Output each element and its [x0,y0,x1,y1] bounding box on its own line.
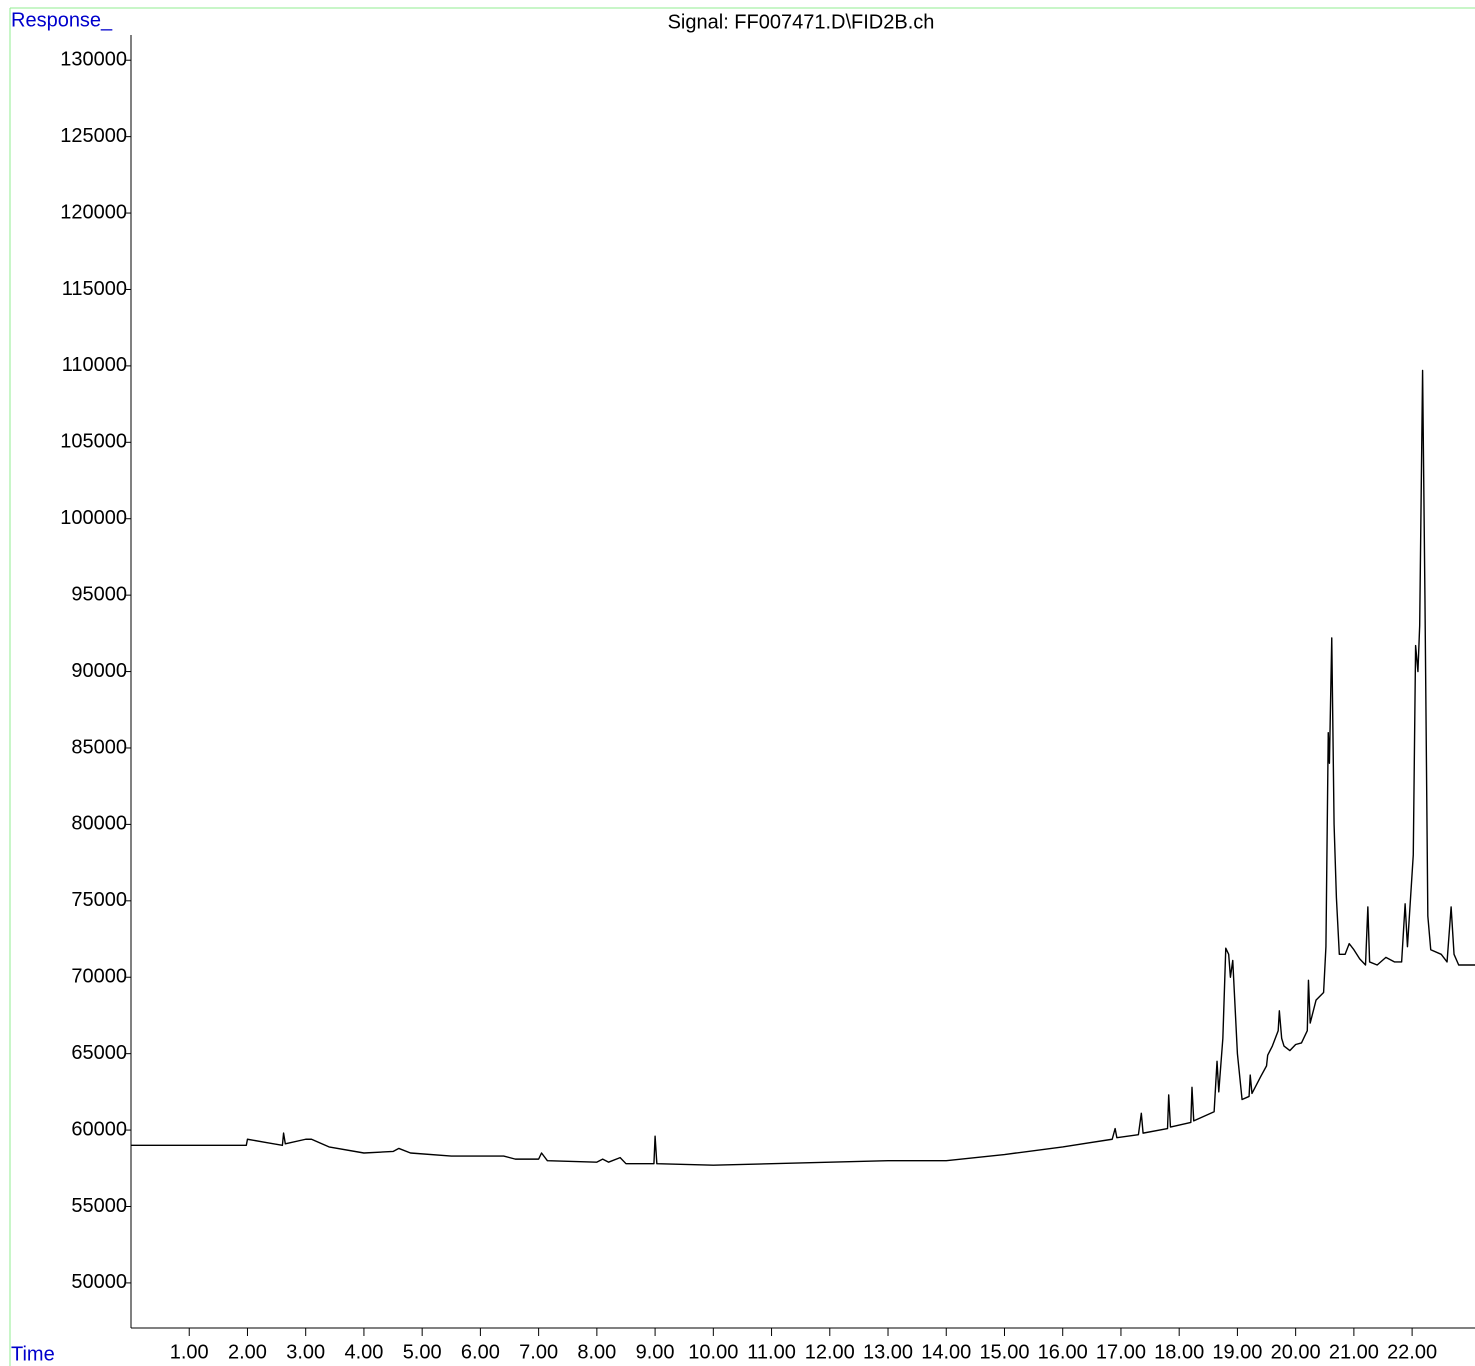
x-tick-label: 13.00 [863,1341,913,1363]
x-tick-label: 19.00 [1212,1341,1262,1363]
x-tick-label: 8.00 [577,1341,616,1363]
x-tick-label: 20.00 [1271,1341,1321,1363]
y-tick-label: 85000 [71,736,127,758]
x-tick-label: 16.00 [1038,1341,1088,1363]
y-tick-label: 100000 [60,507,127,529]
signal-line [131,369,1475,1166]
y-tick-label: 130000 [60,48,127,70]
y-tick-label: 55000 [71,1195,127,1217]
x-tick-label: 6.00 [461,1341,500,1363]
x-tick-label: 1.00 [170,1341,209,1363]
y-axis-label: Response_ [11,9,113,31]
x-tick-label: 21.00 [1329,1341,1379,1363]
chart-title: Signal: FF007471.D\FID2B.ch [668,11,935,33]
y-tick-label: 80000 [71,813,127,835]
y-tick-label: 70000 [71,966,127,988]
y-tick-label: 110000 [62,354,127,376]
x-tick-label: 4.00 [344,1341,383,1363]
x-tick-label: 10.00 [688,1341,738,1363]
x-tick-label: 2.00 [228,1341,267,1363]
y-tick-label: 120000 [60,201,127,223]
x-tick-label: 7.00 [519,1341,558,1363]
y-tick-label: 60000 [71,1118,127,1140]
x-axis-label: Time [11,1343,55,1365]
x-tick-label: 11.00 [747,1341,796,1363]
x-tick-label: 5.00 [403,1341,442,1363]
x-tick-label: 3.00 [286,1341,325,1363]
y-tick-label: 105000 [60,431,127,453]
x-tick-label: 14.00 [921,1341,971,1363]
x-tick-label: 18.00 [1154,1341,1204,1363]
x-tick-label: 22.00 [1387,1341,1437,1363]
x-tick-label: 12.00 [805,1341,855,1363]
y-tick-label: 95000 [71,583,127,605]
y-tick-label: 75000 [71,889,127,911]
y-tick-label: 90000 [71,660,127,682]
y-tick-label: 115000 [62,278,127,300]
x-tick-label: 9.00 [636,1341,675,1363]
x-tick-label: 15.00 [979,1341,1029,1363]
x-tick-label: 17.00 [1096,1341,1146,1363]
y-tick-label: 125000 [60,125,127,147]
y-tick-label: 50000 [71,1271,127,1293]
y-tick-label: 65000 [71,1042,127,1064]
